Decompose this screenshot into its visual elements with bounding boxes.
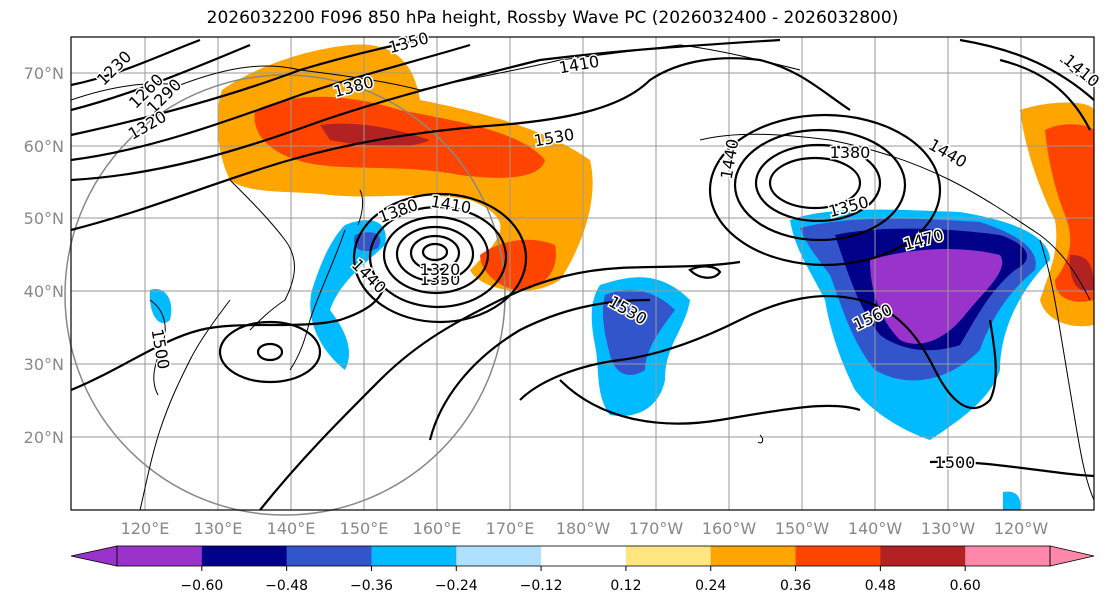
- colorbar-tick-label: −0.12: [520, 578, 563, 594]
- contour-label: 1320: [420, 260, 461, 279]
- negative-anomaly-korea: [149, 289, 172, 324]
- contour-label: 1380: [830, 143, 871, 162]
- colorbar-swatch: [286, 546, 372, 566]
- colorbar-swatch: [201, 546, 288, 566]
- contour-label: 1380: [376, 195, 421, 227]
- lon-label: 140°E: [267, 519, 316, 538]
- longitude-labels: 120°E 130°E 140°E 150°E 160°E 170°E 180°W 170°W…: [121, 519, 1049, 538]
- colorbar-swatch: [880, 546, 966, 566]
- negative-anomaly-central-blue: [602, 290, 675, 375]
- positive-anomaly-east-darkred: [1069, 255, 1094, 292]
- colorbar-tick-label: 0.36: [780, 578, 811, 594]
- map-frame: [70, 36, 1095, 511]
- lat-label: 50°N: [24, 209, 64, 228]
- lat-label: 40°N: [24, 282, 64, 301]
- colorbar-extend-low: [70, 545, 118, 567]
- lon-label: 140°W: [848, 519, 903, 538]
- lat-label: 20°N: [24, 428, 64, 447]
- lon-label: 160°W: [702, 519, 757, 538]
- colorbar-frame: [116, 545, 1051, 567]
- lon-label: 150°E: [340, 519, 389, 538]
- colorbar-tick-label: 0.24: [695, 578, 726, 594]
- colorbar-swatch: [117, 546, 203, 566]
- latitude-labels: 70°N 60°N 50°N 40°N 30°N 20°N: [24, 64, 64, 447]
- lon-label: 160°E: [413, 519, 462, 538]
- contour-label: 1350: [420, 270, 461, 289]
- lon-label: 130°W: [921, 519, 976, 538]
- contour-label: 1440: [717, 137, 743, 180]
- lon-label: 170°E: [486, 519, 535, 538]
- contour-label: 1410: [557, 52, 600, 78]
- colorbar-tick-label: 0.48: [865, 578, 896, 594]
- negative-anomaly-nepac-purple: [870, 248, 1003, 344]
- contour-label: 1320: [125, 107, 170, 144]
- colorbar-swatch: [795, 546, 881, 566]
- colorbar-tick-label: −0.24: [435, 578, 478, 594]
- contour-label: 1500: [935, 453, 976, 472]
- negative-anomaly-japan: [310, 220, 386, 370]
- colorbar-tick-label: −0.48: [265, 578, 308, 594]
- colorbar-tick-label: −0.60: [180, 578, 223, 594]
- contour-label: 1410: [1060, 50, 1103, 91]
- colorbar-swatch: [456, 546, 542, 566]
- lon-label: 120°E: [121, 519, 170, 538]
- colorbar-tick-label: 0.60: [950, 578, 981, 594]
- lon-label: 150°W: [775, 519, 830, 538]
- contour-label: 1350: [386, 28, 430, 57]
- map-title: 2026032200 F096 850 hPa height, Rossby W…: [206, 8, 899, 28]
- colorbar-swatch: [371, 546, 457, 566]
- contour-label: 1530: [532, 125, 575, 151]
- positive-anomaly-darkred: [320, 123, 430, 147]
- colorbar: −0.60 −0.48 −0.36 −0.24 −0.12 0.12 0.24 0.36 0.4…: [70, 545, 1095, 594]
- lat-label: 60°N: [24, 137, 64, 156]
- colorbar-swatch: [965, 546, 1051, 566]
- colorbar-swatch: [541, 546, 627, 566]
- negative-anomaly-small: [1003, 491, 1021, 510]
- lon-label: 120°W: [994, 519, 1049, 538]
- lon-label: 130°E: [194, 519, 243, 538]
- anomaly-shading: [149, 44, 1094, 510]
- lat-label: 30°N: [24, 355, 64, 374]
- colorbar-tick-label: −0.36: [350, 578, 393, 594]
- lon-label: 170°W: [629, 519, 684, 538]
- height-contours: [70, 38, 1095, 511]
- colorbar-extend-high: [1049, 545, 1095, 567]
- colorbar-swatch: [710, 546, 797, 566]
- colorbar-swatch: [625, 546, 712, 566]
- lat-label: 70°N: [24, 64, 64, 83]
- negative-anomaly-japan-blue: [354, 232, 381, 252]
- lon-label: 180°W: [556, 519, 611, 538]
- colorbar-tick-label: 0.12: [610, 578, 641, 594]
